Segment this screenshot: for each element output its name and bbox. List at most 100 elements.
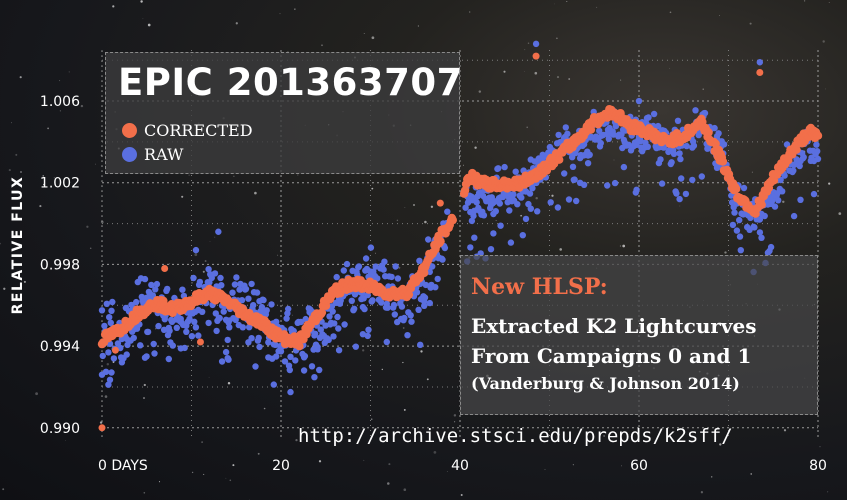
chart-title: EPIC 201363707 <box>118 61 463 104</box>
archive-url[interactable]: http://archive.stsci.edu/prepds/k2sff/ <box>298 425 733 447</box>
raw-point <box>378 299 385 306</box>
star <box>80 104 84 108</box>
star <box>556 436 558 438</box>
raw-point <box>729 221 737 229</box>
raw-point <box>348 297 355 304</box>
raw-point <box>99 352 107 360</box>
corrected-point <box>436 199 444 207</box>
star <box>535 196 538 200</box>
raw-point <box>677 155 684 163</box>
star <box>503 70 506 73</box>
corrected-point <box>161 265 169 273</box>
raw-point <box>657 156 664 163</box>
raw-point <box>205 266 212 273</box>
raw-point <box>444 208 451 215</box>
raw-point <box>231 281 239 288</box>
star <box>59 80 61 82</box>
star <box>15 153 18 156</box>
star <box>42 175 44 177</box>
raw-point <box>391 311 398 318</box>
star <box>68 71 70 73</box>
raw-point <box>123 351 130 358</box>
raw-point <box>736 216 743 224</box>
raw-point <box>137 342 144 349</box>
star <box>194 253 198 257</box>
info-line-3: (Vanderburg & Johnson 2014) <box>471 374 740 393</box>
star <box>433 451 437 454</box>
raw-point <box>756 216 764 223</box>
raw-point <box>110 355 118 362</box>
raw-point <box>143 353 150 360</box>
star <box>363 33 365 35</box>
x-tick-labels: 0 DAYS 20 40 60 80 <box>98 458 827 474</box>
star <box>257 452 260 455</box>
raw-point <box>150 340 157 348</box>
star <box>396 219 399 222</box>
raw-point <box>245 295 252 302</box>
raw-point <box>253 289 261 296</box>
star <box>86 225 89 228</box>
raw-point <box>597 139 604 147</box>
raw-point <box>678 175 685 182</box>
star <box>572 464 574 466</box>
star <box>363 459 365 461</box>
star <box>838 212 842 215</box>
raw-point <box>596 127 603 134</box>
raw-point <box>216 314 223 322</box>
legend-item-raw: RAW <box>122 145 183 164</box>
raw-point <box>238 297 246 304</box>
star <box>297 174 299 176</box>
raw-point <box>222 348 230 356</box>
raw-point <box>564 130 571 137</box>
raw-point <box>683 142 690 150</box>
raw-point <box>383 338 390 346</box>
star <box>168 263 171 265</box>
corrected-point <box>196 338 204 346</box>
raw-point <box>218 358 226 365</box>
raw-point <box>690 142 698 149</box>
raw-point <box>394 275 402 282</box>
star <box>20 171 22 173</box>
star <box>47 127 49 130</box>
raw-point <box>417 341 424 348</box>
raw-point <box>311 374 318 381</box>
star <box>0 242 1 245</box>
raw-point <box>771 203 779 210</box>
corrected-marker-icon <box>122 123 137 138</box>
corrected-point <box>404 290 414 299</box>
raw-point <box>340 267 347 274</box>
title-panel: EPIC 201363707 CORRECTED RAW <box>105 52 463 174</box>
raw-point <box>635 97 643 105</box>
star <box>227 382 231 385</box>
raw-point <box>103 300 111 307</box>
raw-point <box>287 353 294 360</box>
star <box>143 492 146 494</box>
star <box>35 392 38 396</box>
raw-point <box>252 363 259 370</box>
raw-point <box>562 124 569 131</box>
star <box>388 463 391 466</box>
star <box>474 146 477 149</box>
raw-point <box>173 324 180 331</box>
star <box>23 280 26 283</box>
raw-point <box>468 217 476 225</box>
star <box>203 473 205 475</box>
x-tick-label: 40 <box>451 458 469 474</box>
raw-point <box>495 165 502 172</box>
star <box>534 71 538 75</box>
raw-point <box>277 348 285 355</box>
raw-point <box>604 182 611 189</box>
star <box>229 479 232 482</box>
raw-point <box>302 315 309 323</box>
raw-point <box>467 244 474 251</box>
raw-point <box>165 355 172 363</box>
raw-point <box>109 298 116 306</box>
raw-point <box>654 122 662 130</box>
raw-point <box>507 239 515 246</box>
raw-point <box>462 204 469 211</box>
raw-point <box>108 369 115 376</box>
corrected-point <box>111 346 119 354</box>
raw-point <box>645 114 652 121</box>
